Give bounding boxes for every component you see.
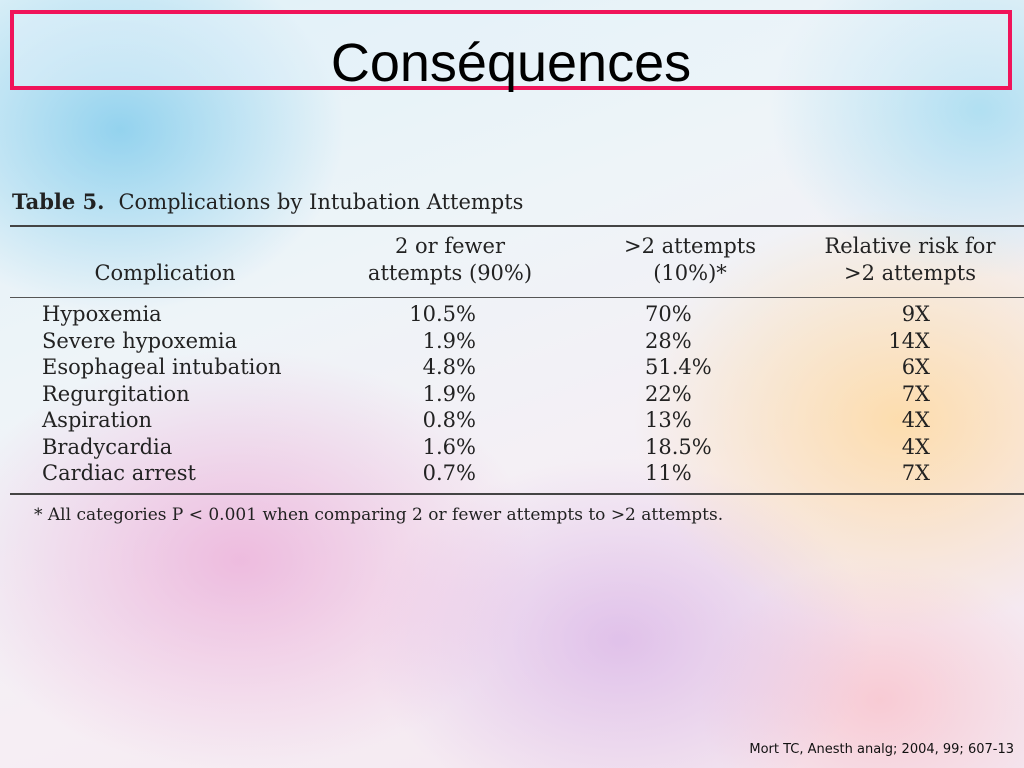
table-row: Aspiration 0.8% 13% 4X bbox=[10, 407, 1024, 434]
header-more-than-two: >2 attempts (10%)* bbox=[590, 233, 790, 287]
table-row: Severe hypoxemia 1.9% 28% 14X bbox=[10, 328, 1024, 355]
cell-complication: Hypoxemia bbox=[42, 302, 162, 326]
cell-more-than-two: 11% bbox=[645, 461, 692, 485]
header-two-or-fewer: 2 or fewer attempts (90%) bbox=[350, 233, 550, 287]
header-relative-risk-line2: >2 attempts bbox=[843, 261, 977, 285]
cell-relative-risk: 9X bbox=[901, 302, 930, 326]
cell-two-or-fewer: 4.8% bbox=[422, 355, 476, 379]
cell-more-than-two: 28% bbox=[645, 328, 692, 353]
table-bottom-rule bbox=[10, 493, 1024, 495]
header-relative-risk: Relative risk for >2 attempts bbox=[800, 233, 1020, 287]
cell-more-than-two: 13% bbox=[645, 408, 692, 432]
cell-relative-risk: 7X bbox=[901, 381, 930, 406]
cell-relative-risk: 7X bbox=[901, 461, 930, 485]
header-two-or-fewer-line1: 2 or fewer bbox=[394, 234, 506, 258]
header-complication: Complication bbox=[94, 261, 236, 285]
cell-complication: Severe hypoxemia bbox=[42, 328, 238, 353]
table-caption-text: Complications by Intubation Attempts bbox=[118, 190, 524, 214]
cell-two-or-fewer: 1.9% bbox=[422, 381, 476, 406]
header-more-than-two-line2: (10%)* bbox=[653, 261, 727, 285]
cell-more-than-two: 51.4% bbox=[645, 355, 712, 379]
cell-complication: Aspiration bbox=[42, 408, 152, 432]
table-row: Bradycardia 1.6% 18.5% 4X bbox=[10, 434, 1024, 461]
cell-relative-risk: 4X bbox=[901, 408, 930, 432]
table-row: Cardiac arrest 0.7% 11% 7X bbox=[10, 460, 1024, 487]
cell-two-or-fewer: 10.5% bbox=[409, 302, 476, 326]
cell-complication: Cardiac arrest bbox=[42, 461, 196, 485]
cell-complication: Esophageal intubation bbox=[42, 355, 282, 379]
cell-two-or-fewer: 0.7% bbox=[422, 461, 476, 485]
header-relative-risk-line1: Relative risk for bbox=[824, 234, 996, 258]
cell-more-than-two: 22% bbox=[645, 381, 692, 406]
table-footnote: * All categories P < 0.001 when comparin… bbox=[34, 505, 724, 525]
table-top-rule bbox=[10, 225, 1024, 227]
header-two-or-fewer-line2: attempts (90%) bbox=[367, 261, 533, 285]
cell-relative-risk: 6X bbox=[901, 355, 930, 379]
cell-complication: Regurgitation bbox=[42, 381, 190, 406]
table-row: Hypoxemia 10.5% 70% 9X bbox=[10, 301, 1024, 328]
cell-relative-risk: 4X bbox=[901, 434, 930, 459]
cell-two-or-fewer: 1.6% bbox=[422, 434, 476, 459]
cell-two-or-fewer: 0.8% bbox=[422, 408, 476, 432]
cell-two-or-fewer: 1.9% bbox=[422, 328, 476, 353]
table-header-rule bbox=[10, 297, 1024, 298]
complications-table: Table 5. Complications by Intubation Atte… bbox=[10, 185, 1024, 525]
table-caption: Table 5. Complications by Intubation Atte… bbox=[10, 185, 1024, 223]
cell-relative-risk: 14X bbox=[888, 328, 930, 353]
slide-title: Conséquences bbox=[330, 33, 692, 93]
table-row: Esophageal intubation 4.8% 51.4% 6X bbox=[10, 354, 1024, 381]
header-more-than-two-line1: >2 attempts bbox=[623, 234, 757, 258]
table-body: Hypoxemia 10.5% 70% 9X Severe hypoxemia … bbox=[10, 301, 1024, 487]
table-number: Table 5. bbox=[12, 189, 105, 214]
cell-complication: Bradycardia bbox=[42, 434, 173, 459]
citation: Mort TC, Anesth analg; 2004, 99; 607-13 bbox=[749, 742, 1014, 757]
title-box: Conséquences bbox=[10, 10, 1012, 90]
cell-more-than-two: 18.5% bbox=[645, 434, 712, 459]
cell-more-than-two: 70% bbox=[645, 302, 692, 326]
table-row: Regurgitation 1.9% 22% 7X bbox=[10, 381, 1024, 408]
